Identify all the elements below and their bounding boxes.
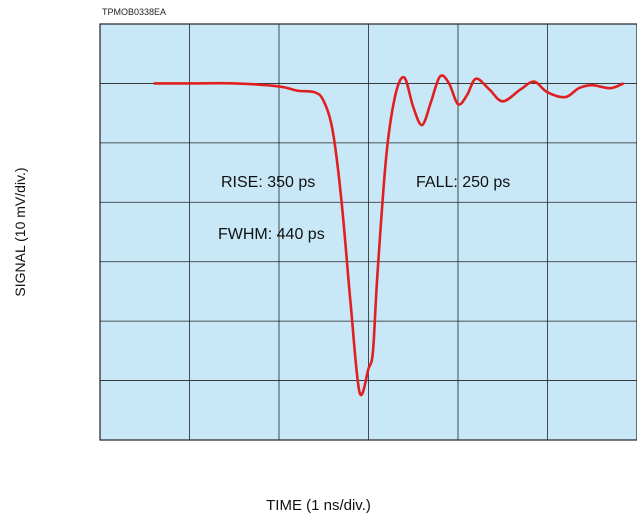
annotation-rise: RISE: 350 ps xyxy=(221,174,315,191)
x-axis-label: TIME (1 ns/div.) xyxy=(266,497,371,514)
trace-layer xyxy=(153,74,625,397)
annotation-fwhm: FWHM: 440 ps xyxy=(218,226,325,243)
figure-code: TPMOB0338EA xyxy=(102,7,167,17)
grid xyxy=(100,24,637,440)
annotation-fall: FALL: 250 ps xyxy=(416,174,510,191)
signal-trace xyxy=(153,74,625,397)
